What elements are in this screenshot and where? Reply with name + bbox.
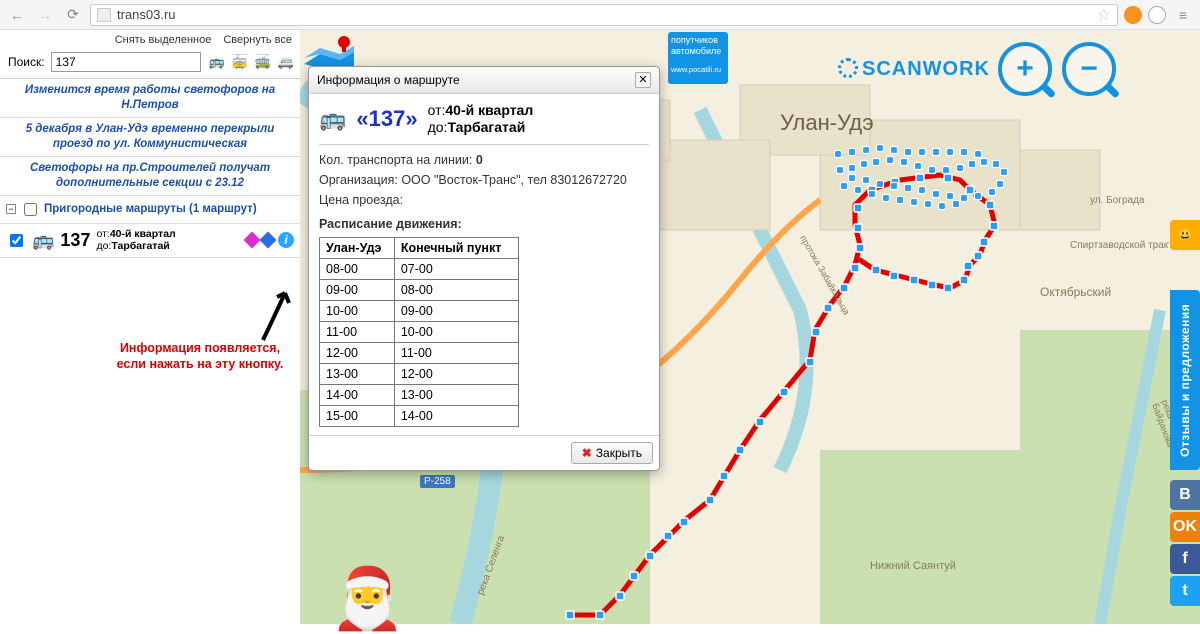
bus-icon: 🚌 [32,230,54,251]
back-button[interactable]: ← [6,4,28,26]
table-row: 11-0010-00 [320,321,519,342]
table-row: 08-0007-00 [320,258,519,279]
bus-icon: 🚌 [319,106,346,132]
emoji-tab[interactable]: 😃 [1170,220,1200,250]
menu-button[interactable]: ≡ [1172,4,1194,26]
map-label: ул. Бограда [1090,195,1144,206]
ad-banner[interactable]: попутчиковавтомобиле www.pocatili.ru [668,32,728,84]
address-bar[interactable]: trans03.ru ☆ [90,4,1118,26]
search-input[interactable] [51,52,201,72]
forward-button[interactable]: → [34,4,56,26]
feedback-tab[interactable]: Отзывы и предложения [1170,290,1200,470]
sched-col: Конечный пункт [394,237,518,258]
news-item[interactable]: Светофоры на пр.Строителей получат допол… [0,157,300,196]
scanwork-logo: SCANWORK [838,58,990,81]
ok-tab[interactable]: OK [1170,512,1200,542]
map-label: Спиртзаводской тракт [1070,240,1173,251]
city-label: Улан-Удэ [780,110,874,136]
modal-close-button[interactable]: ✖Закрыть [571,442,653,464]
ext-icon-1[interactable] [1124,6,1142,24]
bookmark-icon[interactable]: ☆ [1097,5,1111,25]
tram-filter-icon[interactable]: 🚋 [230,52,250,72]
browser-chrome: ← → ⟳ trans03.ru ☆ ≡ [0,0,1200,30]
modal-title-text: Информация о маршруте [317,73,460,87]
table-row: 14-0013-00 [320,384,519,405]
collapse-link[interactable]: Свернуть все [223,34,292,46]
page-icon [97,8,111,22]
schedule-table: Улан-Удэ Конечный пункт 08-0007-0009-000… [319,237,519,427]
fb-tab[interactable]: f [1170,544,1200,574]
map-label: Р-258 [420,475,455,488]
trolley-filter-icon[interactable]: 🚎 [253,52,273,72]
url-text: trans03.ru [117,7,176,22]
zoom-out-button[interactable]: − [1062,42,1116,96]
news-list: Изменится время работы светофоров на Н.П… [0,78,300,196]
santa-decoration: 🎅 [330,563,405,634]
news-item[interactable]: Изменится время работы светофоров на Н.П… [0,79,300,118]
vehicles-online: Кол. транспорта на линии: 0 [319,153,649,167]
collapse-icon[interactable]: − [6,204,16,214]
category-row[interactable]: − Пригородные маршруты (1 маршрут) [0,196,300,224]
modal-titlebar[interactable]: Информация о маршруте ✕ [309,67,659,94]
route-row[interactable]: 🚌 137 от:40-й квартал до:Тарбагатай i [0,224,300,258]
category-checkbox[interactable] [24,203,37,216]
route-info-button[interactable]: i [278,232,294,248]
bus-filter-icon[interactable]: 🚌 [207,52,227,72]
map-label: Нижний Саянтуй [870,560,956,572]
map-label: Октябрьский [1040,285,1111,299]
annotation-arrow [255,285,295,345]
category-label[interactable]: Пригородные маршруты (1 маршрут) [44,203,257,215]
ext-icon-2[interactable] [1148,6,1166,24]
legend-direction-a-icon [244,232,261,249]
table-row: 13-0012-00 [320,363,519,384]
table-row: 12-0011-00 [320,342,519,363]
news-item[interactable]: 5 декабря в Улан-Удэ временно перекрыли … [0,118,300,157]
modal-route-number: «137» [356,106,417,132]
modal-endpoints: от:40-й квартал до:Тарбагатай [428,102,534,136]
organization: Организация: ООО "Восток-Транс", тел 830… [319,173,649,187]
schedule-label: Расписание движения: [319,217,649,231]
vk-tab[interactable]: B [1170,480,1200,510]
route-checkbox[interactable] [10,234,23,247]
transport-type-filter: 🚌 🚋 🚎 🚐 [207,52,296,72]
reload-button[interactable]: ⟳ [62,4,84,26]
table-row: 10-0009-00 [320,300,519,321]
sidebar: Снять выделенное Свернуть все Поиск: 🚌 🚋… [0,30,300,624]
modal-close-x[interactable]: ✕ [635,72,651,88]
route-info-modal: Информация о маршруте ✕ 🚌 «137» от:40-й … [308,66,660,471]
route-endpoints: от:40-й квартал до:Тарбагатай [96,228,175,253]
unselect-link[interactable]: Снять выделенное [115,34,212,46]
table-row: 09-0008-00 [320,279,519,300]
fare: Цена проезда: [319,193,649,207]
sched-col: Улан-Удэ [320,237,395,258]
zoom-in-button[interactable]: + [998,42,1052,96]
search-label: Поиск: [8,55,45,69]
tw-tab[interactable]: t [1170,576,1200,606]
annotation-text: Информация появляется,если нажать на эту… [100,340,300,373]
minibus-filter-icon[interactable]: 🚐 [276,52,296,72]
legend-direction-b-icon [260,232,277,249]
table-row: 15-0014-00 [320,405,519,426]
route-number: 137 [60,230,90,251]
